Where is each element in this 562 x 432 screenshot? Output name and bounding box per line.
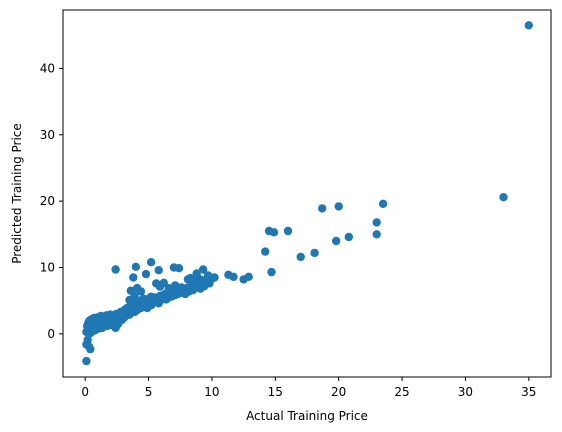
data-point bbox=[186, 273, 195, 283]
data-point bbox=[129, 273, 138, 282]
data-point bbox=[332, 236, 341, 246]
data-point bbox=[111, 265, 120, 274]
x-tick-label: 5 bbox=[145, 385, 153, 399]
data-point bbox=[269, 228, 279, 237]
x-tick-label: 15 bbox=[268, 385, 283, 399]
data-point bbox=[334, 202, 343, 211]
data-points bbox=[82, 21, 533, 366]
y-tick-label: 10 bbox=[40, 260, 55, 274]
data-point bbox=[146, 258, 156, 267]
x-axis-ticks: 0 5 10 15 20 25 30 35 bbox=[81, 377, 536, 399]
x-tick-label: 10 bbox=[204, 385, 219, 399]
data-point bbox=[136, 287, 146, 296]
data-point bbox=[378, 199, 388, 208]
y-axis-label: Predicted Training Price bbox=[10, 123, 24, 264]
y-tick-label: 20 bbox=[40, 194, 55, 208]
y-tick-label: 30 bbox=[40, 128, 55, 142]
data-point bbox=[171, 281, 180, 290]
data-point bbox=[244, 272, 253, 281]
data-point bbox=[164, 283, 173, 293]
data-point bbox=[131, 262, 141, 271]
data-point bbox=[344, 232, 353, 242]
data-point bbox=[125, 295, 134, 305]
data-point bbox=[82, 356, 91, 366]
data-point bbox=[372, 230, 381, 239]
y-tick-label: 0 bbox=[47, 327, 55, 341]
data-point bbox=[177, 283, 186, 292]
data-point bbox=[499, 193, 508, 202]
data-point bbox=[524, 21, 533, 30]
data-point bbox=[283, 226, 293, 236]
data-point bbox=[203, 271, 213, 280]
data-point bbox=[267, 267, 276, 277]
data-point bbox=[229, 272, 238, 281]
data-point bbox=[127, 302, 137, 311]
plot-area-frame bbox=[62, 9, 552, 378]
data-point bbox=[159, 278, 168, 287]
data-point bbox=[310, 248, 319, 258]
data-point bbox=[318, 204, 327, 213]
data-point bbox=[86, 344, 95, 354]
data-point bbox=[154, 266, 163, 275]
data-point bbox=[192, 269, 201, 278]
x-tick-label: 0 bbox=[81, 385, 89, 399]
data-point bbox=[296, 252, 305, 262]
x-tick-label: 35 bbox=[521, 385, 536, 399]
data-point bbox=[146, 292, 156, 301]
x-tick-label: 20 bbox=[331, 385, 346, 399]
data-point bbox=[210, 273, 219, 282]
y-tick-label: 40 bbox=[40, 61, 55, 75]
x-axis-label: Actual Training Price bbox=[246, 409, 368, 423]
data-point bbox=[141, 269, 151, 279]
data-point bbox=[372, 218, 381, 227]
x-tick-label: 25 bbox=[394, 385, 409, 399]
y-axis-ticks: 0 10 20 30 40 bbox=[40, 61, 63, 341]
data-point bbox=[261, 247, 270, 256]
data-point bbox=[174, 264, 184, 273]
x-tick-label: 30 bbox=[458, 385, 473, 399]
data-point bbox=[198, 265, 208, 274]
data-point bbox=[83, 335, 92, 344]
